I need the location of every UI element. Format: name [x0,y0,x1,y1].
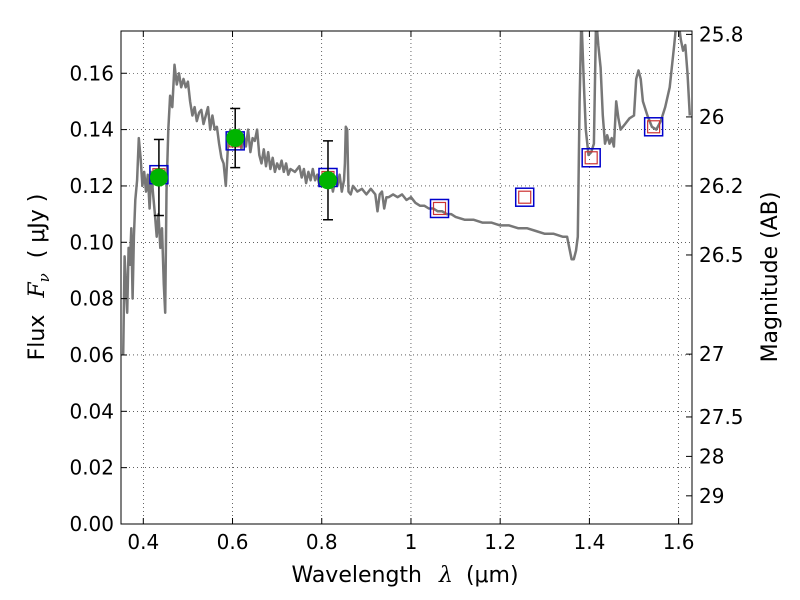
x-tick-label: 0.6 [217,530,249,554]
x-tick-label: 1.6 [663,530,695,554]
model-photometry-square [429,198,450,219]
observed-point [318,171,337,190]
x-axis-label: Wavelength λ (μm) [291,563,518,588]
y-tick-label: 0.00 [69,512,114,536]
x-tick-label: 0.4 [127,530,159,554]
model-photometry-inner-square [647,120,661,134]
x-tick-label: 1.2 [484,530,516,554]
y-tick-label: 0.16 [69,61,114,85]
magnitude-tick-label: 26 [699,105,724,129]
model-photometry-square [514,187,535,207]
y-axis-label-prefix: Flux [25,315,50,361]
x-tick-label: 1.4 [573,530,605,554]
plot-frame [120,30,693,525]
y-tick-label: 0.14 [69,118,114,142]
observed-photometry-layer [149,107,337,221]
model-spectrum-layer [121,31,692,356]
magnitude-tick-label: 27.5 [699,405,744,429]
model-photometry-square [581,148,601,168]
x-tick-label: 1 [405,530,418,554]
magnitude-tick-label: 25.8 [699,22,744,46]
magnitude-tick-label: 28 [699,444,724,468]
y-axis-label: Flux Fν ( μJy ) [25,194,55,361]
magnitude-axis-label: Magnitude (AB) [758,192,783,363]
y-axis-label-unit: ( μJy ) [25,194,50,259]
model-photometry-square [643,117,664,137]
magnitude-tick-label: 29 [699,484,724,508]
magnitude-tick-label: 26.5 [699,243,744,267]
x-axis-label-prefix: Wavelength [291,563,422,588]
magnitude-tick-label: 27 [699,342,724,366]
y-axis-label-symbol: F [25,282,50,299]
y-tick-label: 0.08 [69,287,114,311]
observed-point [149,168,168,187]
y-tick-label: 0.12 [69,174,114,198]
grid [121,31,692,525]
model-photometry-inner-square [432,201,447,216]
x-axis-label-unit: (μm) [466,563,519,588]
y-axis-label-subscript: ν [35,273,53,282]
y-tick-label: 0.10 [69,230,114,254]
magnitude-tick-label: 26.2 [699,174,744,198]
model-spectrum-line [121,31,692,356]
observed-point [226,129,245,148]
model-photometry-inner-square [584,151,598,165]
x-tick-label: 0.8 [306,530,338,554]
y-tick-label: 0.04 [69,399,114,423]
x-axis-label-symbol: λ [438,563,453,588]
ticks [121,31,692,525]
y-tick-label: 0.06 [69,343,114,367]
model-photometry-inner-square [518,190,532,204]
tick-labels: 0.4 0.6 0.8 1 1.2 1.4 1.6 0.00 0.02 0.04 0.06 0.08 0… [69,22,743,554]
y-tick-label: 0.02 [69,456,114,480]
